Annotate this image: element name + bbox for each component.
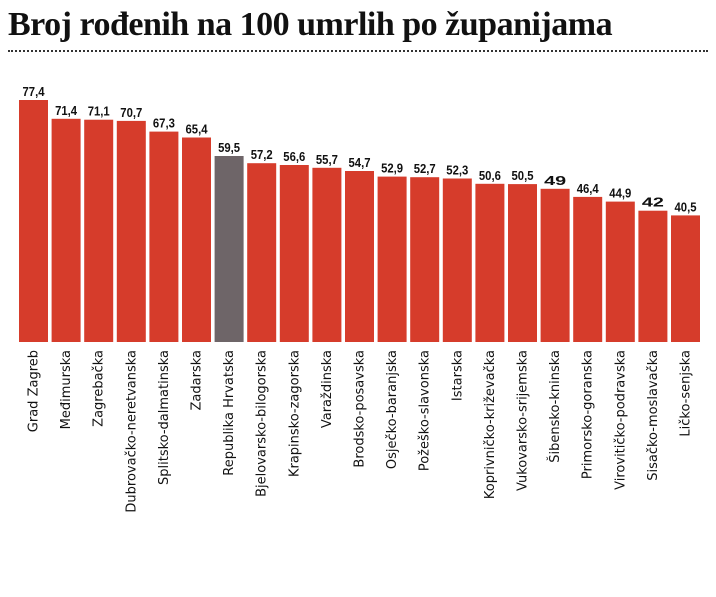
bar-value-label: 40,5 [675,199,697,214]
bar-value-label: 57,2 [251,147,273,162]
bar-value-label: 71,1 [88,104,110,119]
category-label: Zagrebačka [92,350,107,427]
category-label: Brodsko-posavska [353,350,368,468]
bar-value-label: 55,7 [316,152,338,167]
category-label: Koprivničko-križevačka [483,350,498,499]
bar [605,201,635,342]
bar-value-label: 42 [642,195,664,210]
bar [508,184,537,342]
bar-value-label: 71,4 [55,103,78,118]
bar-value-label: 65,4 [186,122,209,137]
title-divider [8,50,708,52]
bar [84,119,114,342]
category-label: Zadarska [190,350,205,410]
bar-value-label: 54,7 [349,155,371,170]
bar [312,167,342,342]
category-label: Ličko-senjska [679,350,694,437]
category-label: Bjelovarsko-bilogorska [255,350,270,497]
category-label: Šibensko-kninska [547,350,563,463]
category-label: Varaždinska [320,350,335,428]
category-label: Virovitičko-podravska [613,350,628,490]
category-label: Osječko-baranjska [385,350,400,469]
bar [573,196,603,342]
bar [214,156,244,342]
category-label: Vukovarsko-srijemska [516,350,531,491]
bar-value-label: 77,4 [23,84,46,99]
bar [279,165,309,342]
category-label: Republika Hrvatska [222,350,237,476]
category-label: Splitsko-dalmatinska [157,350,172,485]
bar [377,176,407,342]
bar [671,215,700,342]
bar [345,171,374,342]
bar-value-label: 49 [544,173,566,188]
bar-value-label: 70,7 [120,105,142,120]
category-label: Primorsko-goranska [581,350,596,479]
category-label: Sisačko-moslavačka [646,350,661,481]
bar-value-label: 67,3 [153,116,175,131]
category-label: Istarska [450,350,465,401]
bar [475,183,505,342]
bar-value-label: 44,9 [609,186,631,201]
chart-title: Broj rođenih na 100 umrlih po županijama [8,6,613,43]
category-label: Grad Zagreb [27,350,42,432]
category-label: Krapinsko-zagorska [287,350,302,477]
bar-value-label: 52,9 [381,161,403,176]
bar-value-label: 56,6 [283,149,305,164]
bar [247,163,277,342]
category-label: Međimurska [59,350,74,429]
bar [116,120,146,343]
bar [51,118,81,342]
category-label: Požeško-slavonska [418,350,433,471]
bar-value-label: 59,5 [218,140,240,155]
bar-value-label: 52,7 [414,161,436,176]
bar [19,100,48,342]
bar [442,178,472,342]
bar [182,137,211,342]
bar [149,131,179,342]
bar [638,210,668,342]
bar [540,188,570,342]
bar [410,177,440,342]
bar-value-label: 52,3 [446,163,468,178]
category-label: Dubrovačko-neretvanska [124,350,139,513]
bar-value-label: 46,4 [577,181,600,196]
bar-value-label: 50,6 [479,168,501,183]
bar-value-label: 50,5 [512,168,534,183]
